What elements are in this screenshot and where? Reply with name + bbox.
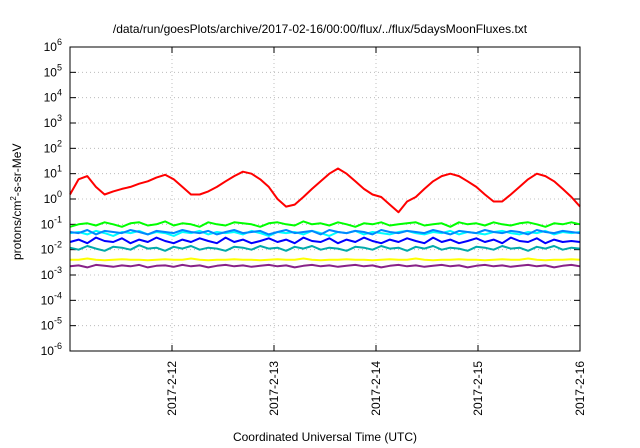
y-axis-label-part: -s-sr-MeV xyxy=(10,143,24,197)
series-line xyxy=(69,220,581,228)
series-line xyxy=(69,167,581,214)
x-tick-label: 2017-2-16 xyxy=(573,361,587,416)
y-tick-label: 104 xyxy=(44,88,62,105)
y-tick-label: 103 xyxy=(44,113,62,130)
y-axis-label-part: protons/cm xyxy=(10,200,24,260)
x-tick-label: 2017-2-13 xyxy=(267,361,281,416)
series-line xyxy=(69,263,581,269)
y-tick-label: 106 xyxy=(44,37,62,54)
y-axis-label-exponent: 2 xyxy=(9,196,18,201)
x-tick-label: 2017-2-14 xyxy=(369,361,383,416)
y-tick-label: 100 xyxy=(44,189,62,206)
y-tick-label: 10-2 xyxy=(41,240,62,257)
y-tick-label: 10-4 xyxy=(41,290,62,307)
y-tick-label: 101 xyxy=(44,164,62,181)
x-tick-label: 2017-2-12 xyxy=(165,361,179,416)
series-line xyxy=(69,244,581,252)
y-tick-label: 10-3 xyxy=(41,265,62,282)
y-tick-label: 10-6 xyxy=(41,341,62,358)
series-line xyxy=(70,257,581,262)
series-line xyxy=(69,236,581,245)
y-tick-label: 102 xyxy=(44,138,62,155)
y-tick-label: 10-5 xyxy=(41,316,62,333)
y-axis-label: protons/cm2-s-sr-MeV xyxy=(9,144,24,260)
plot-frame xyxy=(69,46,581,352)
series-line xyxy=(69,229,581,236)
x-axis-label: Coordinated Universal Time (UTC) xyxy=(232,430,418,444)
y-tick-label: 10-1 xyxy=(41,214,62,231)
y-tick-label: 105 xyxy=(44,62,62,79)
chart-title: /data/run/goesPlots/archive/2017-02-16/0… xyxy=(112,22,528,36)
x-tick-label: 2017-2-15 xyxy=(471,361,485,416)
